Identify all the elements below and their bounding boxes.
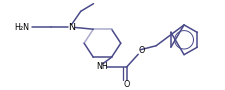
Text: H₂N: H₂N xyxy=(15,23,30,32)
Text: NH: NH xyxy=(97,62,108,71)
Text: N: N xyxy=(68,23,75,32)
Text: O: O xyxy=(124,80,130,89)
Text: O: O xyxy=(138,46,145,55)
